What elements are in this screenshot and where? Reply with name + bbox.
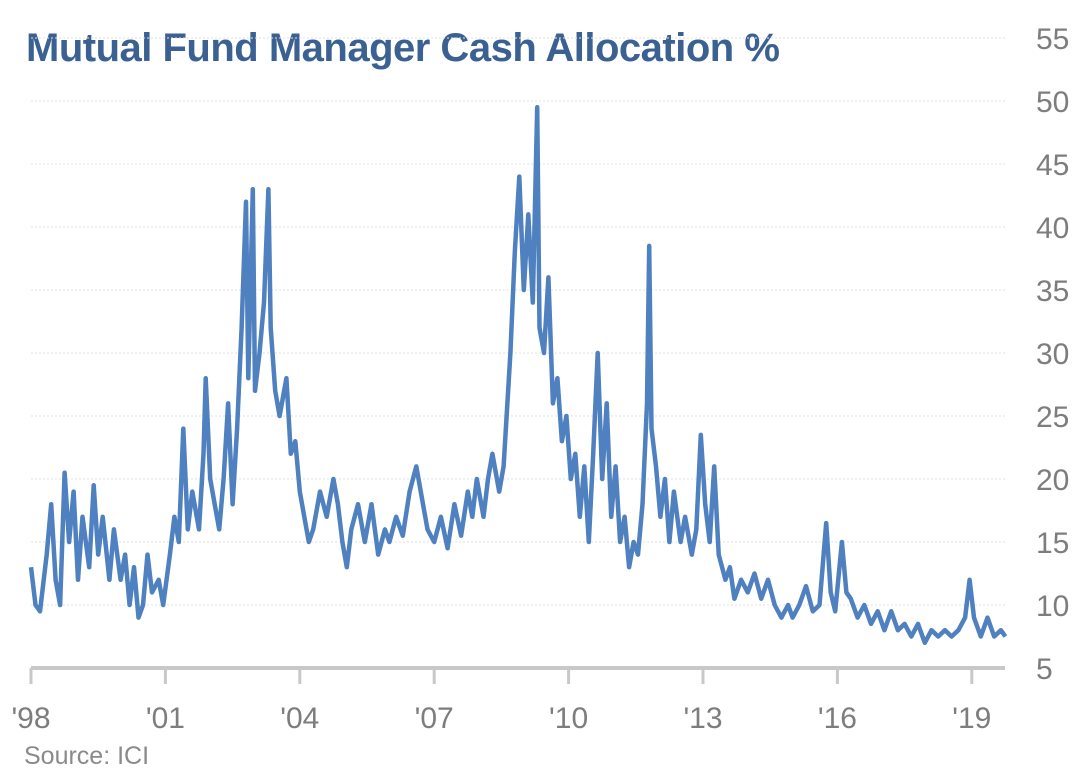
x-tick-label: '19 xyxy=(952,702,991,735)
x-tick-label: '07 xyxy=(415,702,454,735)
y-tick-label: 25 xyxy=(1036,401,1069,434)
x-tick-label: '04 xyxy=(280,702,319,735)
y-tick-label: 5 xyxy=(1036,653,1053,686)
y-tick-label: 45 xyxy=(1036,149,1069,182)
source-note: Source: ICI xyxy=(24,742,150,770)
y-tick-label: 10 xyxy=(1036,590,1069,623)
series-line xyxy=(28,105,1008,646)
y-tick-label: 15 xyxy=(1036,527,1069,560)
series-group xyxy=(28,105,1008,646)
x-tick-label: '13 xyxy=(683,702,722,735)
y-axis: 5 10 15 20 25 30 35 40 45 50 55 xyxy=(1036,23,1069,686)
y-tick-label: 35 xyxy=(1036,275,1069,308)
y-tick-label: 50 xyxy=(1036,86,1069,119)
x-tick-label: '10 xyxy=(549,702,588,735)
y-tick-label: 30 xyxy=(1036,338,1069,371)
x-tick-label: '98 xyxy=(11,702,50,735)
chart-title: Mutual Fund Manager Cash Allocation % xyxy=(26,26,780,70)
y-tick-label: 40 xyxy=(1036,212,1069,245)
x-axis: '98 '01 '04 '07 '10 '13 '16 '19 xyxy=(11,666,1005,735)
x-tick-label: '16 xyxy=(818,702,857,735)
y-tick-label: 20 xyxy=(1036,464,1069,497)
x-tick-label: '01 xyxy=(146,702,185,735)
y-tick-label: 55 xyxy=(1036,23,1069,56)
